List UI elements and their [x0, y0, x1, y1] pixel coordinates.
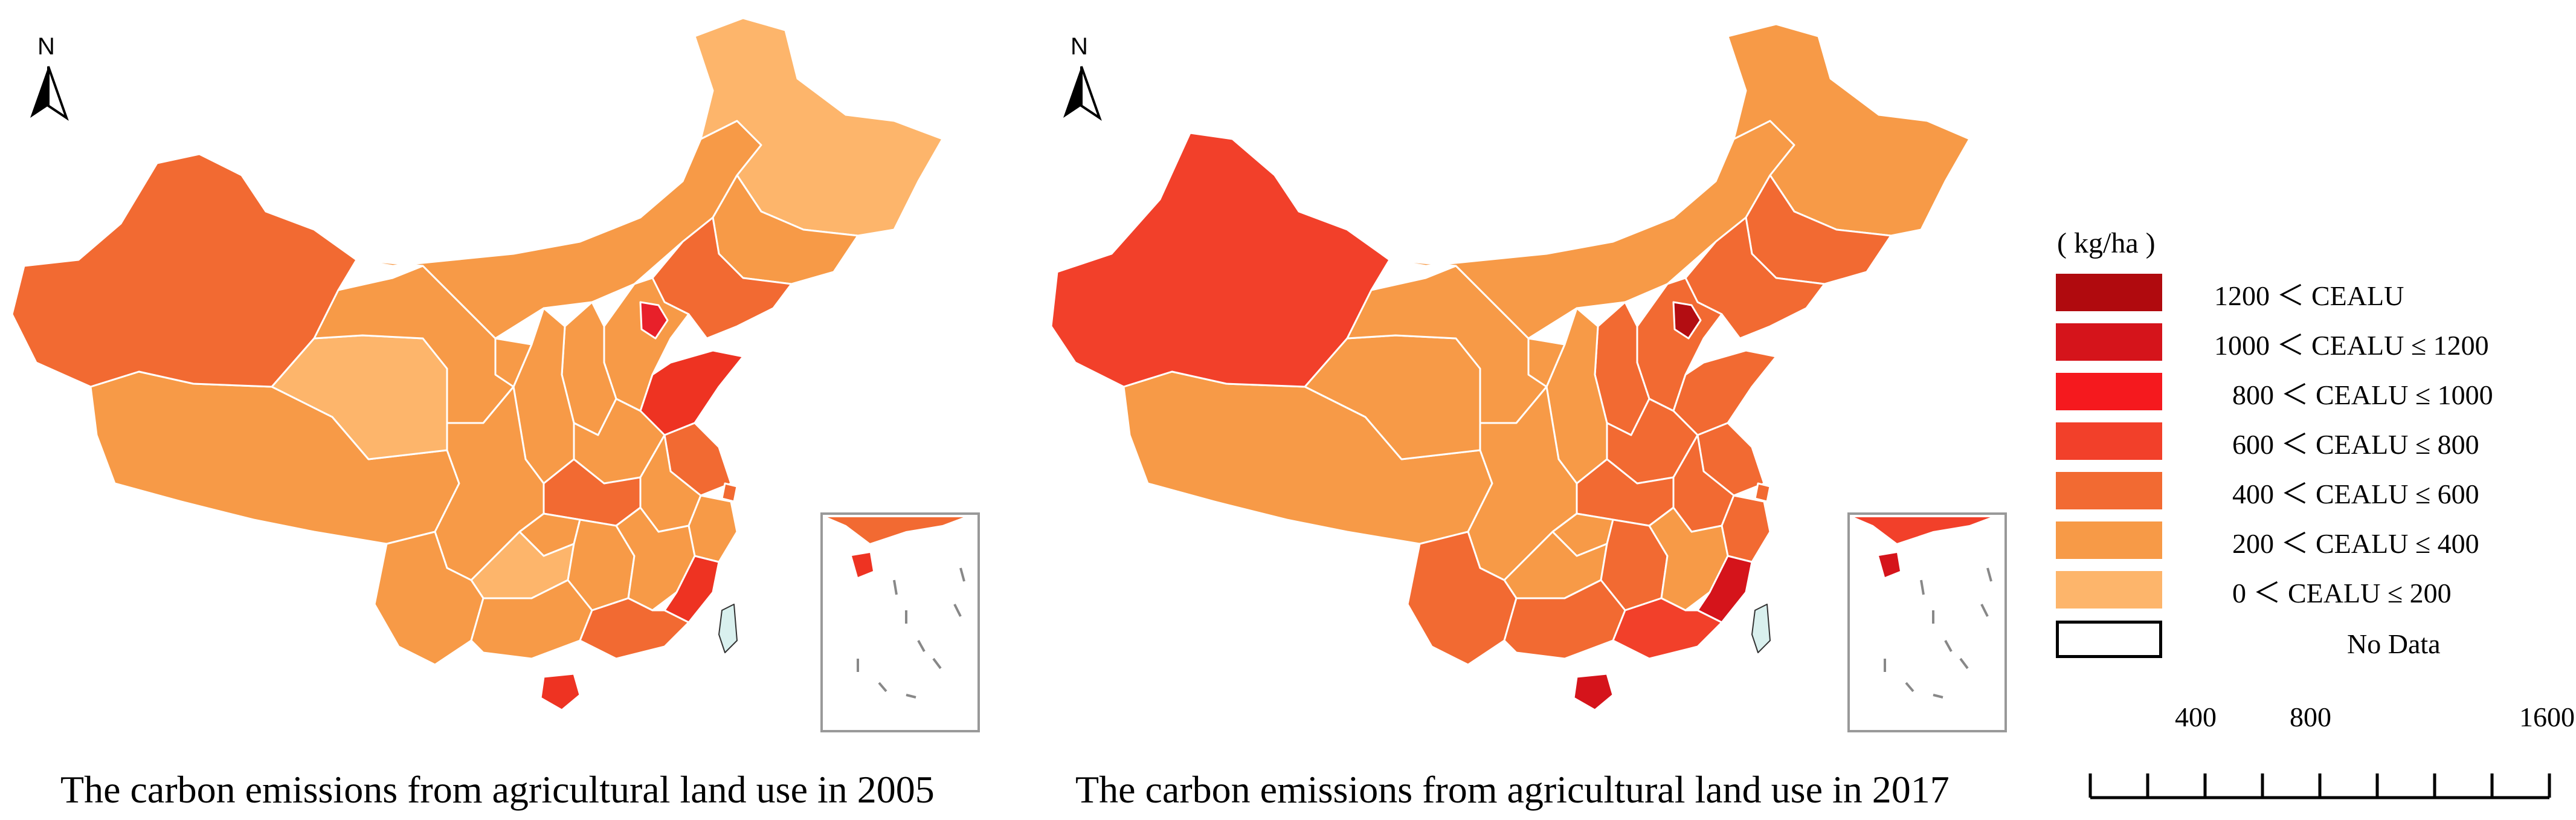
region-guangdong [579, 597, 690, 660]
region-taiwan [1751, 604, 1771, 653]
inset-coast-1 [824, 516, 967, 545]
north-arrow-icon [1063, 66, 1102, 121]
region-shanghai [1754, 482, 1771, 503]
legend-swatch [2056, 274, 2162, 311]
region-zhejiang [687, 494, 738, 563]
legend-item: 800 ＜ CEALU ≤ 1000 [2051, 368, 2571, 410]
region-xinjiang [1050, 132, 1391, 388]
inset-coast-2 [1851, 516, 1994, 545]
region-heilongjiang [1727, 23, 1971, 237]
legend-item: 600 ＜ CEALU ≤ 800 [2051, 418, 2571, 460]
legend-item: 0 ＜ CEALU ≤ 200 [2051, 566, 2571, 609]
inset-hainan-2 [1879, 553, 1900, 577]
legend-item: 400 ＜ CEALU ≤ 600 [2051, 467, 2571, 509]
map-2017 [1050, 23, 2007, 732]
region-heilongjiang [694, 17, 944, 237]
legend-swatch [2056, 571, 2162, 609]
legend-label: No Data [2347, 628, 2441, 659]
legend-item: 200 ＜ CEALU ≤ 400 [2051, 517, 2571, 559]
scale-label: 800 [2290, 702, 2331, 732]
region-hainan [1573, 673, 1614, 711]
north-arrow-1: N [24, 33, 79, 130]
region-xinjiang [11, 153, 358, 388]
legend-swatch [2056, 373, 2162, 410]
north-arrow-icon [30, 66, 69, 121]
region-guangdong [1612, 597, 1723, 660]
legend-unit: ( kg/ha ) [2057, 227, 2156, 259]
legend-label: 1000 ＜ CEALU ≤ 1200 [2214, 330, 2489, 361]
region-hainan [539, 673, 581, 711]
region-taiwan [718, 604, 738, 653]
scale-label: 1600 Km [2519, 702, 2576, 732]
legend-item: 1200 ＜ CEALU [2051, 269, 2571, 311]
region-shanghai [721, 482, 738, 503]
legend: ( kg/ha ) 1200 ＜ CEALU 1000 ＜ CEALU ≤ 12… [2051, 227, 2571, 680]
legend-label: 0 ＜ CEALU ≤ 200 [2232, 578, 2452, 609]
north-label-2: N [1071, 33, 1088, 60]
legend-label: 1200 ＜ CEALU [2214, 280, 2404, 311]
legend-swatch [2056, 472, 2162, 509]
legend-label: 400 ＜ CEALU ≤ 600 [2232, 479, 2479, 509]
inset-box-1 [820, 512, 980, 732]
region-beijing-tianjin [639, 301, 669, 340]
north-label-1: N [37, 33, 55, 60]
legend-swatch [2056, 422, 2162, 460]
legend-swatch [2056, 323, 2162, 361]
scale-ruler [2088, 773, 2551, 799]
legend-swatch [2056, 521, 2162, 559]
legend-label: 800 ＜ CEALU ≤ 1000 [2232, 379, 2493, 410]
map-title-2005: The carbon emissions from agricultural l… [60, 768, 935, 811]
legend-swatch [2056, 621, 2162, 658]
north-arrow-2: N [1057, 33, 1112, 130]
map-title-2017: The carbon emissions from agricultural l… [1075, 768, 1950, 811]
region-zhejiang [1721, 494, 1771, 563]
inset-dashes-1 [857, 567, 965, 699]
scale-label: 400 [2175, 702, 2217, 732]
legend-label: 200 ＜ CEALU ≤ 400 [2232, 528, 2479, 559]
region-beijing-tianjin [1672, 301, 1702, 340]
map-2005 [11, 17, 980, 732]
scale-bar: 400 800 1600 Km [2078, 701, 2576, 810]
inset-dashes-2 [1884, 567, 1992, 699]
legend-item: No Data [2051, 616, 2571, 659]
legend-item: 1000 ＜ CEALU ≤ 1200 [2051, 318, 2571, 361]
inset-hainan-1 [852, 553, 873, 577]
legend-label: 600 ＜ CEALU ≤ 800 [2232, 429, 2479, 460]
inset-box-2 [1847, 512, 2007, 732]
